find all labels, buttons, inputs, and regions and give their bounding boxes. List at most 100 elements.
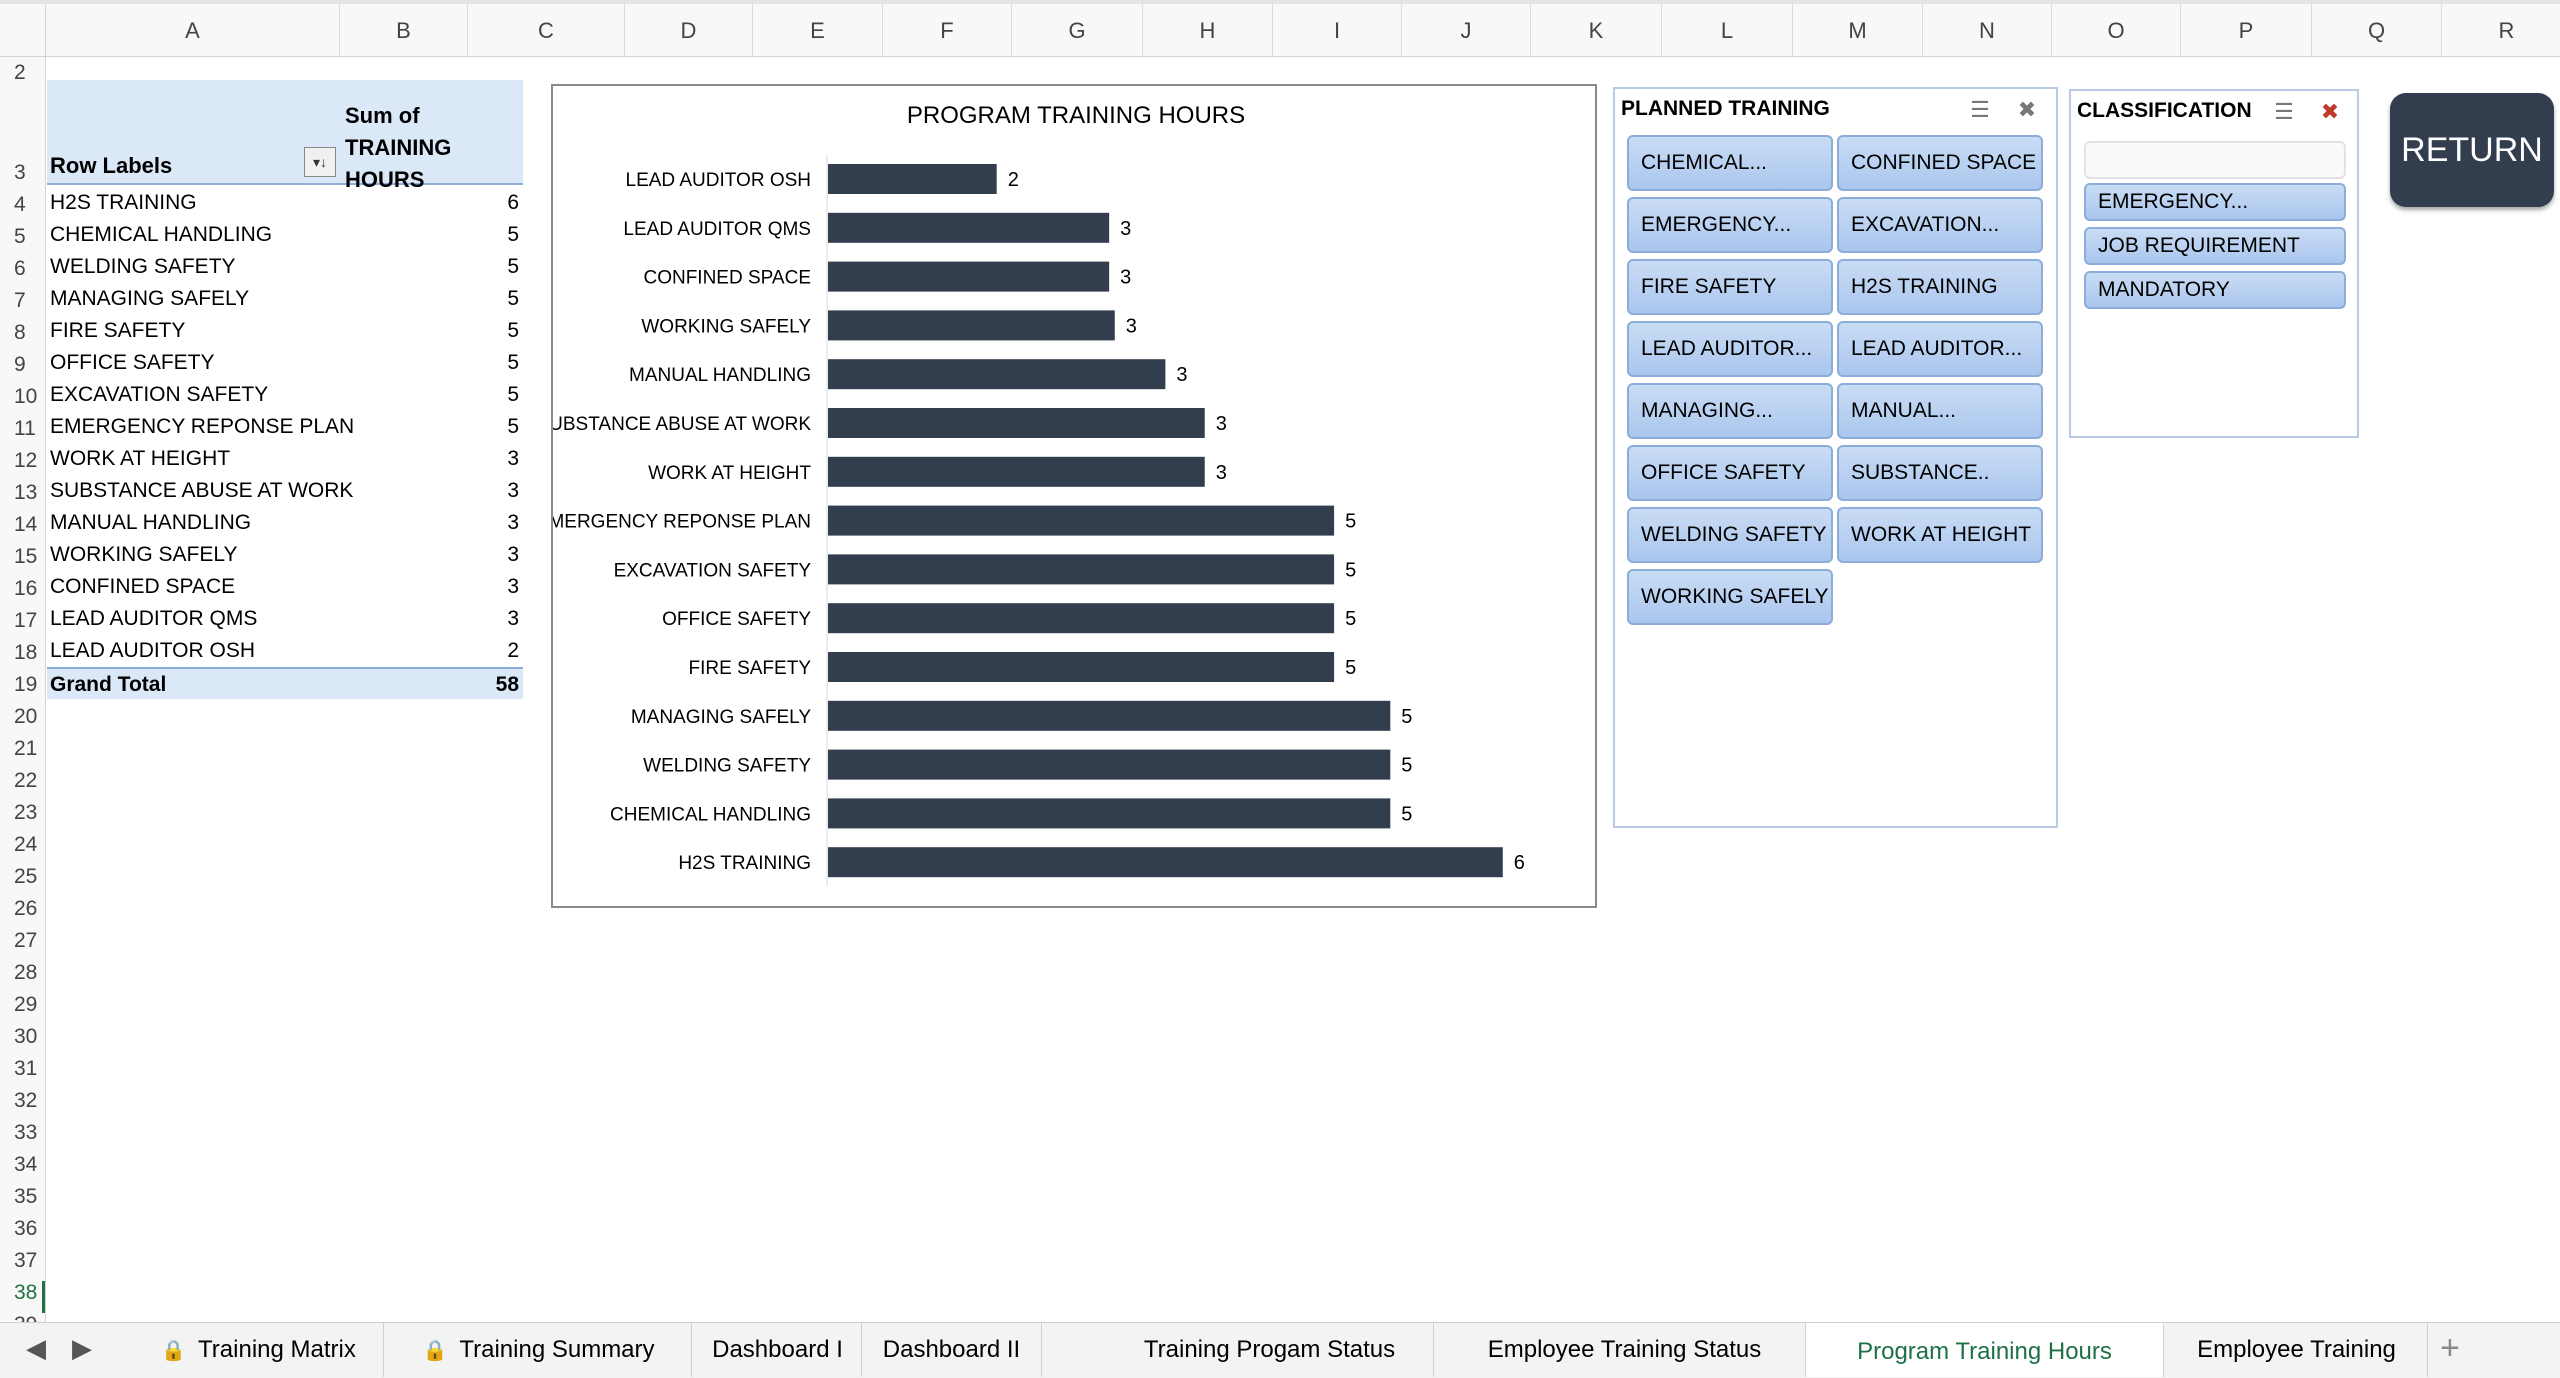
column-header[interactable]: H: [1143, 4, 1273, 57]
row-header[interactable]: 35: [14, 1185, 38, 1208]
slicer-item[interactable]: JOB REQUIREMENT: [2084, 227, 2346, 265]
sheet-tab[interactable]: Program Training Hours: [1806, 1323, 2164, 1377]
sheet-tab[interactable]: Training Progam Status: [1106, 1323, 1434, 1377]
sheet-tab[interactable]: 🔒 Training Matrix: [134, 1323, 384, 1377]
clear-filter-icon[interactable]: ✖: [2017, 97, 2037, 122]
row-header[interactable]: 13: [14, 481, 38, 504]
row-header[interactable]: 2: [14, 61, 26, 84]
column-header[interactable]: L: [1662, 4, 1793, 57]
bar[interactable]: [828, 847, 1503, 878]
pivot-row[interactable]: LEAD AUDITOR QMS 3: [47, 603, 523, 635]
column-header[interactable]: I: [1273, 4, 1402, 57]
column-header[interactable]: J: [1402, 4, 1531, 57]
slicer-item[interactable]: MANUAL...: [1837, 383, 2043, 439]
column-header[interactable]: B: [340, 4, 468, 57]
bar[interactable]: [828, 261, 1110, 292]
row-header[interactable]: 33: [14, 1121, 38, 1144]
column-header[interactable]: F: [883, 4, 1012, 57]
column-header[interactable]: P: [2181, 4, 2312, 57]
row-header[interactable]: 8: [14, 321, 26, 344]
slicer-item[interactable]: MANAGING...: [1627, 383, 1833, 439]
bar[interactable]: [828, 456, 1205, 487]
row-header[interactable]: 18: [14, 641, 38, 664]
slicer-item[interactable]: H2S TRAINING: [1837, 259, 2043, 315]
sheet-tab[interactable]: Employee Training Status: [1444, 1323, 1806, 1377]
row-header[interactable]: 10: [14, 385, 38, 408]
pivot-row[interactable]: WELDING SAFETY 5: [47, 251, 523, 283]
pivot-row[interactable]: WORKING SAFELY 3: [47, 539, 523, 571]
sheet-tab[interactable]: Employee Training: [2166, 1323, 2428, 1377]
row-header[interactable]: 7: [14, 289, 26, 312]
pivot-grand-total-row[interactable]: Grand Total 58: [47, 667, 523, 699]
bar[interactable]: [828, 749, 1391, 780]
sheet-tab[interactable]: Dashboard II: [862, 1323, 1042, 1377]
bar[interactable]: [828, 652, 1335, 682]
row-header[interactable]: 22: [14, 769, 38, 792]
return-button[interactable]: RETURN: [2390, 93, 2554, 207]
pivot-row[interactable]: WORK AT HEIGHT 3: [47, 443, 523, 475]
row-header[interactable]: 23: [14, 801, 38, 824]
row-header[interactable]: 21: [14, 737, 38, 760]
bar[interactable]: [828, 212, 1110, 243]
prev-sheet-icon[interactable]: ◀: [26, 1333, 46, 1363]
bar[interactable]: [828, 554, 1335, 585]
bar[interactable]: [828, 408, 1205, 438]
row-header[interactable]: 14: [14, 513, 38, 536]
sheet-tab[interactable]: 🔒 Training Summary: [386, 1323, 692, 1377]
row-header[interactable]: 19: [14, 673, 38, 696]
pivot-row[interactable]: EMERGENCY REPONSE PLAN 5: [47, 411, 523, 443]
column-header[interactable]: N: [1923, 4, 2052, 57]
row-header[interactable]: 5: [14, 225, 26, 248]
column-header[interactable]: M: [1793, 4, 1923, 57]
slicer-item[interactable]: CHEMICAL...: [1627, 135, 1833, 191]
row-header[interactable]: 36: [14, 1217, 38, 1240]
row-header[interactable]: 28: [14, 961, 38, 984]
bar[interactable]: [828, 505, 1335, 536]
next-sheet-icon[interactable]: ▶: [72, 1333, 92, 1363]
pivot-row[interactable]: H2S TRAINING 6: [47, 187, 523, 219]
slicer-item[interactable]: LEAD AUDITOR...: [1837, 321, 2043, 377]
clear-filter-icon[interactable]: ✖: [2320, 99, 2340, 124]
pivot-row[interactable]: CHEMICAL HANDLING 5: [47, 219, 523, 251]
row-header[interactable]: 29: [14, 993, 38, 1016]
pivot-row[interactable]: FIRE SAFETY 5: [47, 315, 523, 347]
column-header[interactable]: R: [2442, 4, 2560, 57]
row-header[interactable]: 20: [14, 705, 38, 728]
slicer-search-box[interactable]: [2084, 141, 2346, 179]
bar[interactable]: [828, 310, 1115, 341]
column-header[interactable]: C: [468, 4, 625, 57]
program-training-hours-chart[interactable]: PROGRAM TRAINING HOURS LEAD AUDITOR OSH 2…: [551, 84, 1597, 908]
row-header[interactable]: 32: [14, 1089, 38, 1112]
pivot-row[interactable]: EXCAVATION SAFETY 5: [47, 379, 523, 411]
column-header[interactable]: G: [1012, 4, 1143, 57]
row-header[interactable]: 30: [14, 1025, 38, 1048]
row-header[interactable]: 25: [14, 865, 38, 888]
row-header[interactable]: 3: [14, 161, 26, 184]
row-header[interactable]: 27: [14, 929, 38, 952]
select-all-corner[interactable]: [0, 4, 46, 57]
row-header[interactable]: 34: [14, 1153, 38, 1176]
row-header[interactable]: 6: [14, 257, 26, 280]
slicer-item[interactable]: EXCAVATION...: [1837, 197, 2043, 253]
column-header[interactable]: D: [625, 4, 753, 57]
pivot-row[interactable]: OFFICE SAFETY 5: [47, 347, 523, 379]
column-header[interactable]: A: [46, 4, 340, 57]
slicer-item[interactable]: CONFINED SPACE: [1837, 135, 2043, 191]
slicer-item[interactable]: EMERGENCY...: [2084, 183, 2346, 221]
slicer-item[interactable]: WORK AT HEIGHT: [1837, 507, 2043, 563]
pivot-row[interactable]: MANUAL HANDLING 3: [47, 507, 523, 539]
multiselect-icon[interactable]: ☰: [1970, 97, 1990, 122]
bar[interactable]: [828, 164, 997, 194]
pivot-row[interactable]: SUBSTANCE ABUSE AT WORK 3: [47, 475, 523, 507]
pivot-row[interactable]: MANAGING SAFELY 5: [47, 283, 523, 315]
multiselect-icon[interactable]: ☰: [2274, 99, 2294, 124]
row-header[interactable]: 26: [14, 897, 38, 920]
row-header[interactable]: 31: [14, 1057, 38, 1080]
slicer-item[interactable]: SUBSTANCE..: [1837, 445, 2043, 501]
row-header[interactable]: 9: [14, 353, 26, 376]
row-header[interactable]: 15: [14, 545, 38, 568]
slicer-item[interactable]: WORKING SAFELY: [1627, 569, 1833, 625]
row-header[interactable]: 24: [14, 833, 38, 856]
bar[interactable]: [828, 603, 1335, 634]
slicer-item[interactable]: LEAD AUDITOR...: [1627, 321, 1833, 377]
